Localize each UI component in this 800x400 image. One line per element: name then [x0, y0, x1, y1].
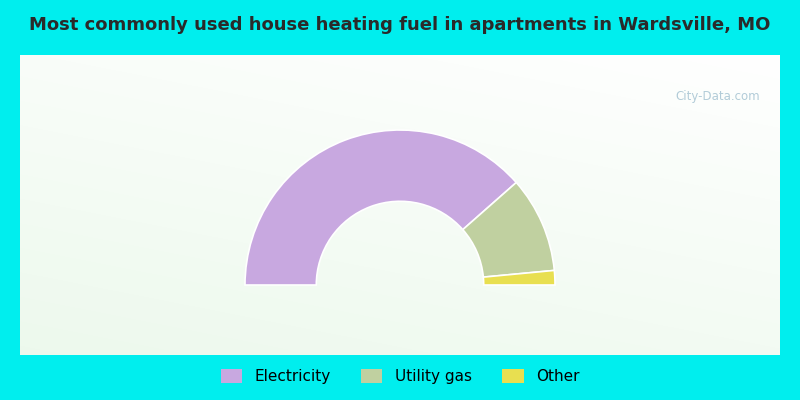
- Text: Most commonly used house heating fuel in apartments in Wardsville, MO: Most commonly used house heating fuel in…: [30, 16, 770, 34]
- Text: City-Data.com: City-Data.com: [675, 90, 760, 103]
- Wedge shape: [245, 130, 516, 285]
- Legend: Electricity, Utility gas, Other: Electricity, Utility gas, Other: [214, 363, 586, 390]
- Wedge shape: [462, 182, 554, 277]
- Wedge shape: [483, 270, 555, 285]
